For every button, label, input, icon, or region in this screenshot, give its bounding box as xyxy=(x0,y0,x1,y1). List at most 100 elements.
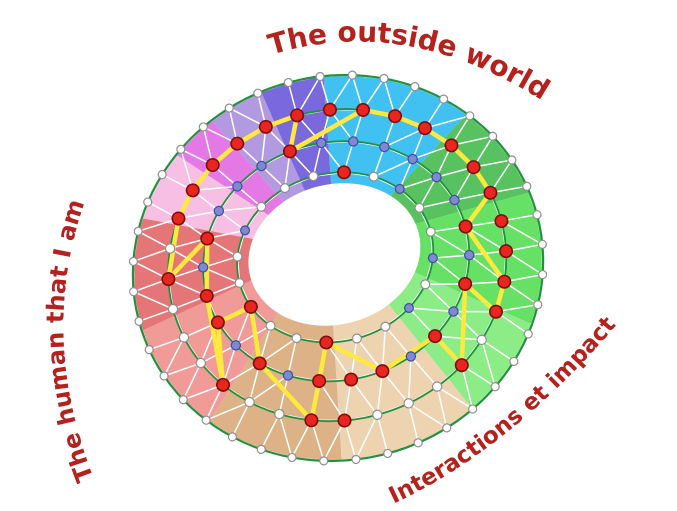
node-purple xyxy=(282,370,294,381)
node-white xyxy=(274,408,285,420)
node-red xyxy=(199,288,214,303)
node-white xyxy=(372,409,383,421)
node-red xyxy=(230,136,245,151)
node-white xyxy=(533,300,543,310)
node-white xyxy=(413,438,423,448)
node-purple xyxy=(431,171,442,183)
sector-purple-dark xyxy=(261,76,332,191)
node-purple xyxy=(448,306,459,317)
node-white xyxy=(403,398,414,409)
node-red xyxy=(444,138,459,153)
node-red xyxy=(205,158,220,173)
node-white xyxy=(224,103,234,113)
node-red xyxy=(458,219,473,234)
node-red xyxy=(243,299,258,314)
sector-green-pale xyxy=(388,272,532,410)
node-white xyxy=(256,201,267,212)
node-white xyxy=(532,210,542,220)
node-purple xyxy=(403,302,414,313)
node-white xyxy=(256,444,266,454)
node-white xyxy=(380,321,391,332)
node-red xyxy=(499,244,514,259)
node-white xyxy=(291,333,302,344)
node-white xyxy=(167,303,179,315)
node-red xyxy=(458,276,473,291)
node-red xyxy=(258,119,273,134)
node-red xyxy=(488,304,503,319)
node-white xyxy=(157,169,167,180)
node-red xyxy=(497,274,512,289)
node-white xyxy=(476,334,487,346)
node-red xyxy=(466,160,481,175)
node-white xyxy=(201,415,211,425)
node-white xyxy=(490,382,500,392)
node-red xyxy=(356,102,371,117)
node-white xyxy=(347,70,357,80)
donut-wheel xyxy=(128,70,548,466)
node-purple xyxy=(316,137,327,149)
node-red xyxy=(161,272,176,287)
node-purple xyxy=(394,183,405,194)
node-white xyxy=(134,316,144,326)
node-white xyxy=(265,320,276,331)
node-white xyxy=(178,395,188,405)
node-white xyxy=(279,183,290,194)
node-white xyxy=(442,423,452,433)
node-red xyxy=(337,413,352,428)
node-white xyxy=(507,155,517,165)
node-white xyxy=(159,371,169,381)
node-white xyxy=(414,202,425,213)
node-purple xyxy=(230,340,242,351)
sector-green-bright xyxy=(414,192,544,325)
node-red xyxy=(304,413,319,428)
node-white xyxy=(287,452,297,463)
node-red xyxy=(185,183,200,198)
node-white xyxy=(509,356,519,367)
node-red xyxy=(375,364,390,379)
node-red xyxy=(290,108,305,123)
sector-orchid xyxy=(176,120,284,216)
node-red xyxy=(319,335,334,350)
node-white xyxy=(315,71,325,82)
node-white xyxy=(319,456,329,466)
node-purple xyxy=(405,351,417,362)
node-white xyxy=(195,357,207,369)
node-red xyxy=(216,377,231,392)
node-purple xyxy=(407,153,418,165)
label-human-that-i-am: The human that I am xyxy=(41,196,99,486)
node-red xyxy=(428,329,443,344)
node-white xyxy=(431,381,443,392)
node-white xyxy=(522,181,532,191)
node-white xyxy=(128,256,139,267)
node-white xyxy=(420,279,431,290)
node-red xyxy=(322,102,337,117)
node-purple xyxy=(464,249,475,261)
node-red xyxy=(282,144,297,159)
node-white xyxy=(133,226,143,236)
node-purple xyxy=(449,194,460,206)
node-white xyxy=(164,243,176,254)
node-white xyxy=(244,396,255,408)
node-red xyxy=(417,121,432,136)
node-white xyxy=(379,73,389,84)
node-white xyxy=(410,82,420,92)
node-red xyxy=(252,356,267,371)
nodes xyxy=(128,70,548,466)
node-white xyxy=(283,77,293,88)
node-red xyxy=(344,372,359,387)
node-white xyxy=(368,171,379,182)
node-white xyxy=(351,333,362,344)
node-purple xyxy=(213,205,225,217)
node-red xyxy=(200,231,215,246)
node-red xyxy=(494,214,509,229)
node-white xyxy=(438,94,449,104)
sector-purple-light xyxy=(211,91,305,202)
node-red xyxy=(388,109,403,124)
node-white xyxy=(488,131,498,141)
node-white xyxy=(227,432,238,442)
node-white xyxy=(129,287,139,297)
node-purple xyxy=(256,160,267,172)
node-white xyxy=(467,404,478,414)
